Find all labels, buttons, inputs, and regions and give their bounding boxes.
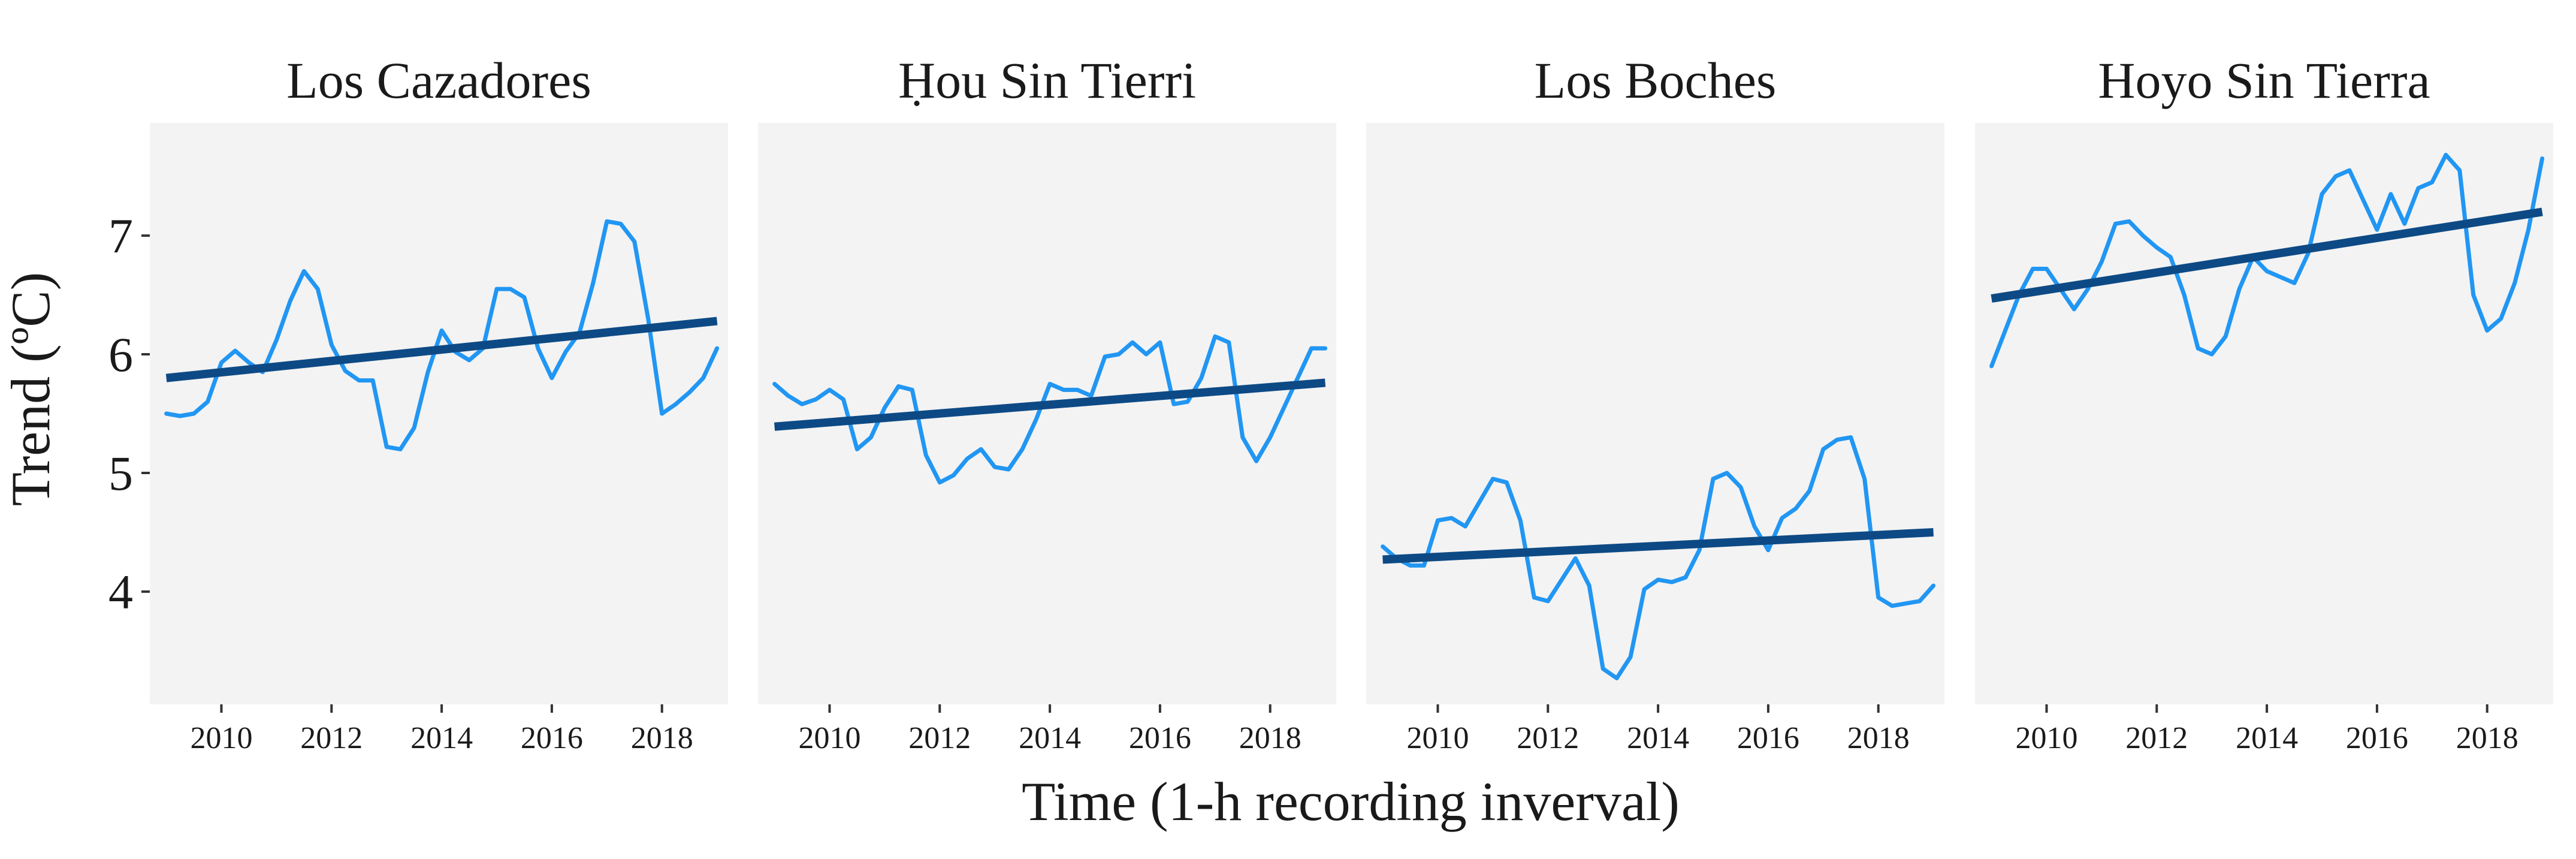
- x-tick-label: 2018: [2456, 721, 2518, 755]
- x-tick-label: 2016: [1737, 721, 1799, 755]
- x-tick-label: 2010: [1406, 721, 1469, 755]
- x-tick-label: 2016: [521, 721, 583, 755]
- series-line: [1989, 152, 2545, 369]
- panel-title: Ḥou Sin Tierri: [898, 52, 1196, 109]
- x-tick-label: 2016: [2346, 721, 2408, 755]
- x-tick-label: 2014: [1627, 721, 1689, 755]
- x-tick-label: 2012: [2125, 721, 2188, 755]
- panel-background: [150, 123, 728, 704]
- y-tick-label: 5: [108, 446, 133, 501]
- x-tick-label: 2018: [1239, 721, 1301, 755]
- x-tick-label: 2016: [1129, 721, 1191, 755]
- trend-line: [1991, 207, 2543, 303]
- panel-background: [1366, 123, 1944, 704]
- facet-panel: Los Cazadores 2010 2012 2014 2016 2018: [150, 52, 728, 755]
- trend-line: [165, 317, 718, 382]
- x-tick-label: 2018: [631, 721, 693, 755]
- panel-title: Los Boches: [1535, 52, 1777, 109]
- x-tick-label: 2014: [1019, 721, 1081, 755]
- x-axis-title: Time (1-h recording inverval): [1022, 771, 1680, 832]
- x-tick-label: 2012: [908, 721, 971, 755]
- x-tick-label: 2012: [1517, 721, 1579, 755]
- x-tick-label: 2012: [300, 721, 363, 755]
- y-axis-title: Trend (ºC): [0, 272, 61, 507]
- facet-panel: Ḥou Sin Tierri 2010 2012 2014 2016 2018: [758, 52, 1336, 755]
- trend-line: [1382, 528, 1934, 564]
- trend-line: [774, 378, 1326, 431]
- series-line: [1381, 435, 1936, 680]
- facet-panel: Hoyo Sin Tierra 2010 2012 2014 2016 2018: [1975, 52, 2553, 755]
- x-tick-label: 2010: [190, 721, 252, 755]
- panel-title: Los Cazadores: [286, 52, 591, 109]
- series-line: [772, 334, 1328, 485]
- facet-panel: Los Boches 2010 2012 2014 2016 2018: [1366, 52, 1944, 755]
- y-tick-label: 4: [108, 565, 133, 619]
- x-tick-label: 2014: [2236, 721, 2298, 755]
- x-tick-label: 2010: [2015, 721, 2077, 755]
- panel-background: [758, 123, 1336, 704]
- y-axis: 4 5 6 7: [108, 209, 150, 619]
- x-tick-label: 2014: [410, 721, 473, 755]
- x-tick-label: 2010: [798, 721, 860, 755]
- y-tick-label: 7: [108, 209, 133, 263]
- panel-background: [1975, 123, 2553, 704]
- panel-title: Hoyo Sin Tierra: [2098, 52, 2430, 109]
- x-tick-label: 2018: [1847, 721, 1910, 755]
- y-tick-label: 6: [108, 327, 133, 382]
